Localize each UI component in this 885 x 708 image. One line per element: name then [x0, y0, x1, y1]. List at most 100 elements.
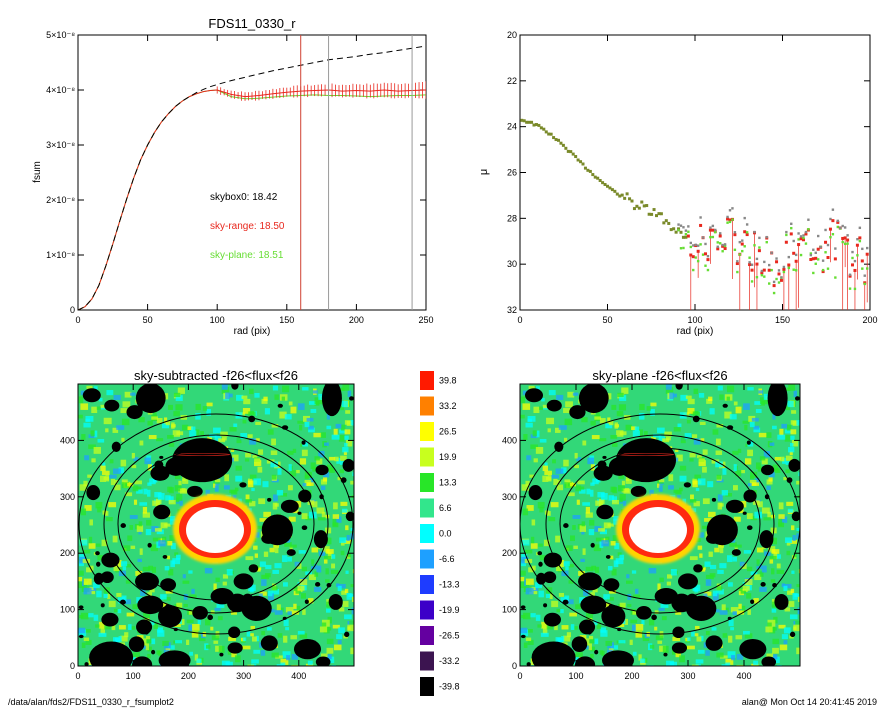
image2-galaxy-core — [616, 494, 700, 564]
image1-noise-patch — [344, 614, 352, 620]
plot2-point-total — [716, 245, 719, 248]
plot2-point-sky-range — [520, 118, 524, 122]
image1-noise-patch — [288, 516, 296, 522]
image2-noise-patch — [588, 643, 592, 651]
image1-noise-patch — [128, 624, 132, 630]
plot2-point-sky-range — [704, 252, 707, 256]
image2-noise-patch — [733, 401, 738, 406]
plot2-point-total — [787, 255, 790, 259]
image2-noise-patch — [573, 545, 578, 550]
image2-noise-patch — [759, 571, 764, 577]
image2-noise-patch — [558, 592, 565, 597]
plot2-point-sky-range — [569, 150, 573, 154]
image1-noise-patch — [86, 567, 92, 573]
plot2-ytick-label: 20 — [507, 30, 517, 40]
image1-noise-patch — [254, 458, 261, 464]
image2-noise-patch — [753, 427, 761, 433]
plot2-point-total — [723, 243, 727, 246]
image1-noise-patch — [100, 404, 108, 409]
plot2-point-total — [856, 238, 859, 241]
image2-noise-patch — [733, 464, 737, 472]
image2-noise-patch — [738, 586, 743, 592]
image2-noise-patch — [657, 640, 663, 644]
image1-noise-patch — [120, 408, 128, 414]
image1-noise-patch — [255, 421, 262, 426]
image1-noise-patch — [139, 440, 144, 446]
image2-noise-patch — [761, 507, 770, 514]
image2-noise-patch — [613, 560, 619, 568]
image1-noise-patch — [135, 571, 143, 576]
image1-noise-patch — [316, 565, 322, 573]
plot2-point-sky-plane — [733, 248, 737, 251]
image1-noise-patch — [249, 474, 257, 479]
plot2-point-sky-range — [642, 204, 646, 208]
image1-noise-patch — [168, 499, 176, 505]
image1-noise-patch — [302, 387, 309, 391]
image1-masked-source — [147, 542, 152, 548]
plot1-xlabel: rad (pix) — [234, 326, 271, 337]
image2-noise-patch — [610, 541, 616, 546]
image1-noise-patch — [353, 600, 354, 605]
image1-noise-patch — [280, 658, 289, 665]
image2-noise-patch — [708, 396, 713, 401]
image1-noise-patch — [284, 414, 292, 420]
image2-masked-region — [678, 573, 698, 590]
image2-noise-patch — [546, 511, 551, 516]
plot2-point-sky-range — [532, 123, 536, 127]
image2-masked-region — [616, 438, 676, 483]
plot2-point-sky-range — [865, 252, 869, 256]
image1-noise-patch — [334, 456, 339, 462]
image1-noise-patch — [88, 444, 96, 449]
image1-noise-patch — [202, 631, 207, 637]
image1-noise-patch — [265, 564, 272, 570]
plot2-point-sky-plane — [745, 231, 749, 234]
image2-noise-patch — [582, 440, 587, 446]
image1-noise-patch — [217, 616, 223, 621]
plot2-point-sky-plane — [701, 253, 705, 256]
image2-noise-patch — [790, 429, 797, 435]
image1-noise-patch — [263, 511, 271, 518]
image1-noise-patch — [338, 627, 345, 634]
plot2-point-total — [858, 226, 862, 230]
image1-noise-patch — [147, 489, 151, 497]
image1-noise-patch — [235, 475, 243, 482]
plot2-point-sky-range — [552, 136, 556, 140]
plot1-xtick-label: 0 — [75, 315, 80, 325]
image2-masked-source — [546, 399, 562, 412]
image2-noise-patch — [643, 431, 648, 436]
image2-noise-patch — [657, 427, 665, 434]
image1-noise-patch — [195, 403, 201, 411]
image2-noise-patch — [783, 640, 788, 645]
image1-noise-patch — [283, 635, 288, 643]
image2-masked-source — [571, 636, 588, 653]
image2-noise-patch — [787, 400, 794, 408]
image2-masked-source — [543, 612, 561, 627]
plot1-xtick-label: 50 — [143, 315, 153, 325]
plot2-ylabel: μ — [478, 169, 490, 175]
image1-masked-source — [301, 440, 306, 445]
image2-noise-patch — [538, 543, 543, 547]
image2-masked-source — [791, 511, 800, 522]
image1-noise-patch — [233, 423, 238, 428]
plot2-point-total — [812, 248, 815, 251]
image2-masked-source — [569, 405, 586, 420]
image1-noise-patch — [167, 434, 174, 439]
image1-noise-patch — [176, 493, 183, 501]
image1-noise-patch — [82, 549, 91, 554]
image2-noise-patch — [697, 545, 703, 550]
image1-noise-patch — [197, 619, 201, 625]
image1-noise-patch — [164, 417, 168, 424]
plot2-frame — [519, 34, 871, 311]
plot2-point-sky-range — [647, 212, 651, 216]
image1-noise-patch — [91, 458, 96, 463]
image2-noise-patch — [569, 612, 577, 617]
image1-noise-patch — [176, 554, 181, 560]
plot2-point-total — [706, 254, 710, 258]
image1-noise-patch — [276, 664, 284, 666]
image1-noise-patch — [316, 458, 323, 465]
image2-noise-patch — [735, 635, 743, 640]
image1-noise-patch — [236, 394, 244, 401]
image2-noise-patch — [548, 517, 556, 522]
image1-noise-patch — [231, 652, 237, 658]
image2-noise-patch — [689, 458, 694, 462]
